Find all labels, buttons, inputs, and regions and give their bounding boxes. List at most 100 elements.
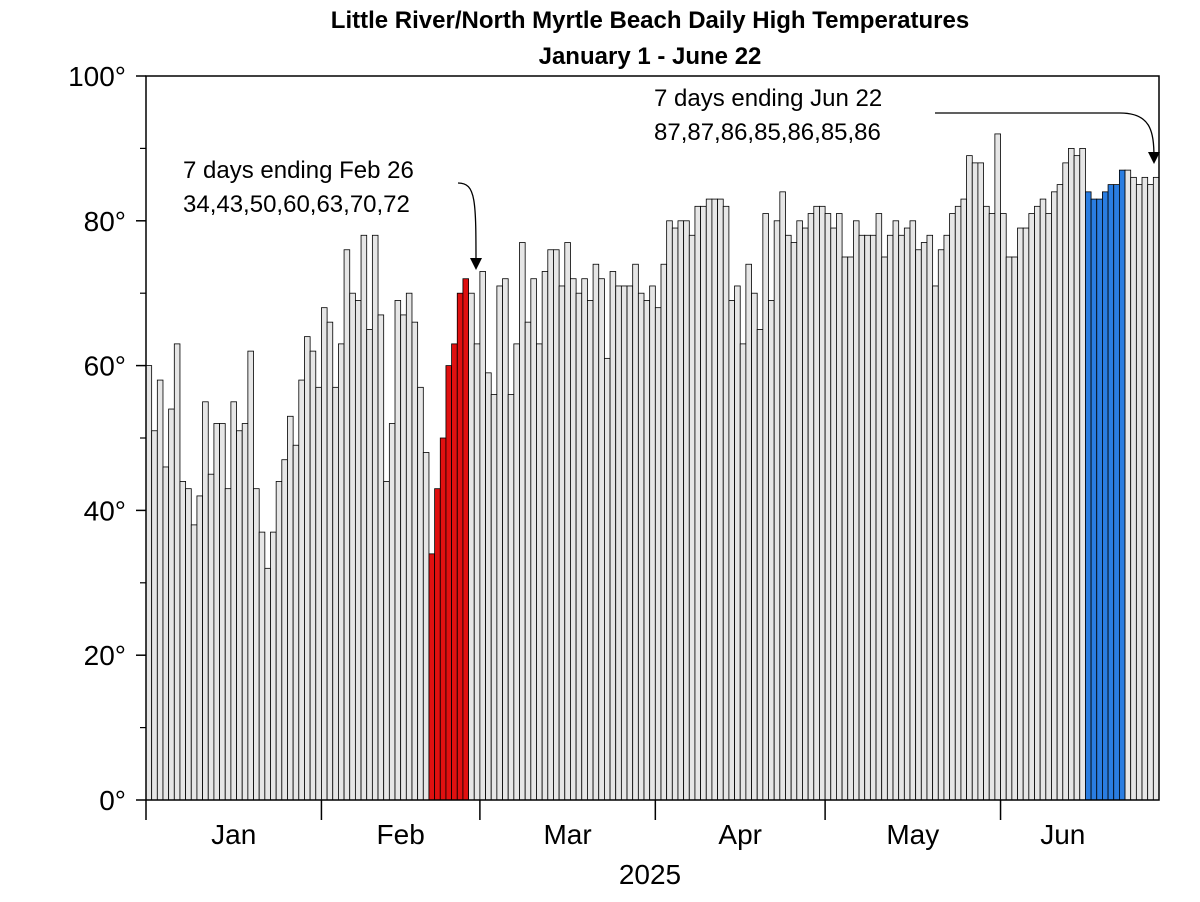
bar-day-101 (711, 198, 718, 801)
bar-day-125 (847, 256, 854, 801)
bar-day-170 (1102, 191, 1109, 801)
bar-day-167 (1085, 191, 1092, 801)
bar-day-121 (824, 213, 832, 801)
bar-day-103 (722, 205, 730, 801)
bar-day-23 (270, 531, 277, 801)
bar-day-95 (677, 220, 685, 801)
bar-day-129 (869, 234, 877, 801)
bar-day-6 (173, 343, 181, 801)
bar-day-71 (541, 271, 549, 801)
x-axis: Jan Feb Mar Apr May Jun (145, 800, 1085, 850)
bar-day-120 (819, 205, 826, 801)
bar-day-111 (768, 300, 775, 801)
annotation-feb-line1: 7 days ending Feb 26 (183, 157, 414, 184)
bar-day-51 (428, 553, 436, 801)
bar-day-143 (949, 213, 956, 801)
bar-day-161 (1051, 191, 1058, 801)
bar-day-141 (937, 249, 945, 801)
bar-day-140 (932, 285, 939, 801)
bar-day-157 (1028, 213, 1035, 801)
bar-day-47 (405, 292, 413, 801)
bar-day-48 (411, 321, 419, 801)
bar-day-15 (224, 488, 232, 801)
bar-day-112 (773, 220, 781, 801)
bar-day-149 (983, 205, 990, 801)
bar-day-14 (219, 423, 226, 801)
bar-day-88 (637, 292, 645, 801)
bar-day-176 (1135, 184, 1143, 801)
bar-day-69 (530, 278, 537, 801)
bar-day-12 (207, 473, 215, 801)
bar-day-77 (575, 292, 583, 801)
bar-day-70 (536, 343, 543, 801)
bar-day-82 (604, 357, 611, 801)
bar-day-38 (354, 300, 362, 801)
bar-day-17 (236, 430, 243, 801)
bar-day-102 (717, 198, 724, 801)
bar-day-36 (343, 249, 351, 801)
bar-day-109 (756, 328, 764, 801)
bar-day-45 (394, 300, 402, 801)
bar-day-99 (700, 205, 707, 801)
bar-day-53 (439, 437, 447, 801)
bar-day-62 (490, 394, 498, 801)
bar-day-105 (734, 285, 741, 801)
bar-day-64 (502, 278, 509, 801)
bar-day-10 (196, 495, 203, 801)
bar-day-28 (298, 379, 305, 801)
bar-day-85 (620, 285, 628, 801)
bar-day-91 (654, 307, 662, 801)
bar-day-1 (145, 365, 153, 801)
bar-day-21 (258, 531, 266, 801)
bar-day-117 (802, 227, 809, 801)
bar-day-97 (688, 234, 696, 801)
bar-day-89 (643, 300, 651, 801)
bar-day-73 (553, 249, 560, 801)
x-axis-label: 2025 (619, 859, 681, 890)
bar-day-31 (315, 386, 322, 801)
bar-day-7 (179, 481, 187, 801)
bar-day-124 (841, 256, 849, 801)
bar-day-55 (451, 343, 458, 801)
bar-day-162 (1056, 184, 1064, 801)
bar-day-164 (1068, 147, 1075, 801)
bar-day-39 (360, 234, 368, 801)
bar-day-33 (326, 321, 334, 801)
bar-day-156 (1022, 227, 1030, 801)
bar-day-84 (615, 285, 622, 801)
bar-day-122 (830, 227, 837, 801)
bar-day-128 (864, 234, 871, 801)
bar-day-104 (728, 300, 735, 801)
bar-day-18 (241, 423, 249, 801)
y-tick-label: 60° (84, 351, 126, 382)
bar-day-173 (1118, 169, 1126, 801)
x-tick-label: Feb (377, 819, 425, 850)
bar-day-50 (422, 452, 430, 801)
bar-day-8 (185, 488, 192, 801)
bar-day-174 (1124, 169, 1132, 801)
bar-day-78 (581, 278, 588, 801)
bar-day-43 (383, 481, 390, 801)
bar-day-155 (1017, 227, 1024, 801)
annotation-feb-arrowhead (470, 258, 482, 270)
bar-day-96 (683, 220, 690, 801)
bar-day-154 (1011, 256, 1018, 801)
bar-day-83 (609, 271, 617, 801)
x-tick-label: Jun (1040, 819, 1085, 850)
bar-day-165 (1073, 155, 1081, 801)
bar-day-37 (349, 292, 356, 801)
bar-day-4 (162, 466, 170, 801)
x-tick-label: Jan (211, 819, 256, 850)
bar-day-44 (388, 423, 396, 801)
chart-subtitle: January 1 - June 22 (539, 43, 762, 70)
bar-day-175 (1130, 176, 1137, 801)
bar-day-29 (304, 336, 311, 801)
bar-day-46 (400, 314, 407, 801)
bar-day-116 (796, 220, 803, 801)
bar-day-90 (649, 285, 656, 801)
bar-day-137 (915, 249, 922, 801)
bar-day-151 (994, 133, 1001, 801)
bar-day-132 (886, 234, 894, 801)
bar-day-100 (705, 198, 713, 801)
bar-day-158 (1034, 205, 1041, 801)
